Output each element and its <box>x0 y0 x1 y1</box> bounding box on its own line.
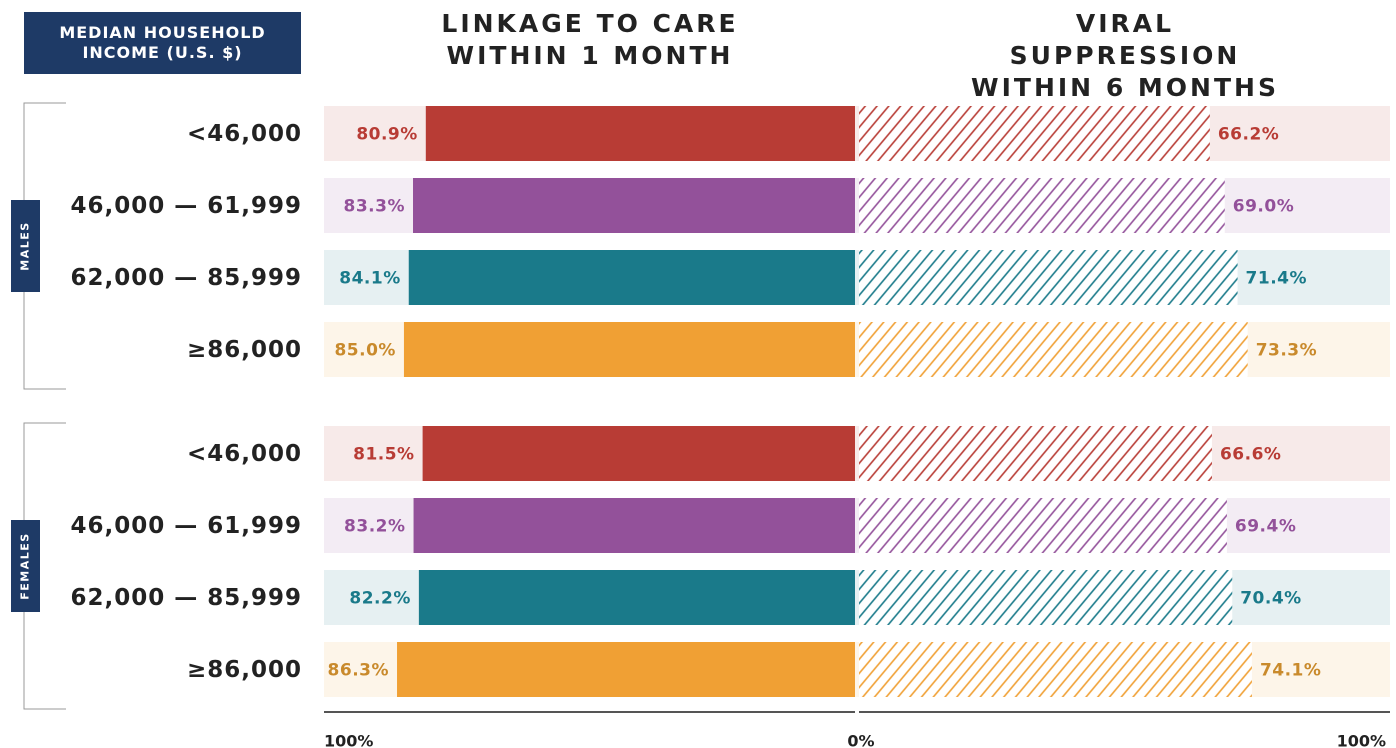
value-label: 74.1% <box>1260 661 1321 681</box>
x-tick-label: 100% <box>1337 732 1386 748</box>
value-label: 84.1% <box>339 269 400 289</box>
category-label: 46,000 — 61,999 <box>70 193 302 219</box>
category-label: 62,000 — 85,999 <box>70 265 302 291</box>
value-label: 82.2% <box>349 589 410 609</box>
category-label: 46,000 — 61,999 <box>70 513 302 539</box>
bar <box>413 498 855 553</box>
value-label: 85.0% <box>334 341 395 361</box>
value-label: 80.9% <box>356 125 417 145</box>
bar <box>413 178 855 233</box>
bar <box>418 570 855 625</box>
value-label: 66.2% <box>1218 125 1279 145</box>
bar <box>859 178 1225 233</box>
group-label: FEMALES <box>19 532 32 599</box>
x-tick-label: 0% <box>847 732 874 748</box>
category-label: <46,000 <box>187 441 302 467</box>
bar <box>425 106 855 161</box>
category-label: <46,000 <box>187 121 302 147</box>
bar <box>403 322 855 377</box>
bar <box>397 642 855 697</box>
series-title: VIRAL SUPPRESSION WITHIN 6 MONTHS <box>971 9 1279 102</box>
value-label: 73.3% <box>1256 341 1317 361</box>
bar <box>859 570 1233 625</box>
value-label: 71.4% <box>1246 269 1307 289</box>
category-label: 62,000 — 85,999 <box>70 585 302 611</box>
group-box <box>11 200 40 292</box>
value-label: 86.3% <box>328 661 389 681</box>
bar <box>859 322 1248 377</box>
bar <box>859 498 1227 553</box>
value-label: 69.4% <box>1235 517 1296 537</box>
value-label: 83.2% <box>344 517 405 537</box>
group-box <box>11 520 40 612</box>
bar <box>859 642 1252 697</box>
value-label: 66.6% <box>1220 445 1281 465</box>
value-label: 83.3% <box>344 197 405 217</box>
bar <box>408 250 855 305</box>
bar <box>422 426 855 481</box>
value-label: 69.0% <box>1233 197 1294 217</box>
value-label: 81.5% <box>353 445 414 465</box>
bar <box>859 106 1210 161</box>
value-label: 70.4% <box>1240 589 1301 609</box>
category-label: ≥86,000 <box>187 657 302 683</box>
group-label: MALES <box>19 221 32 270</box>
series-title: LINKAGE TO CARE WITHIN 1 MONTH <box>441 9 739 70</box>
bar <box>859 250 1238 305</box>
category-label: ≥86,000 <box>187 337 302 363</box>
bar <box>859 426 1212 481</box>
x-tick-label: 100% <box>324 732 373 748</box>
y-axis-label: MEDIAN HOUSEHOLD INCOME (U.S. $) <box>24 12 301 74</box>
